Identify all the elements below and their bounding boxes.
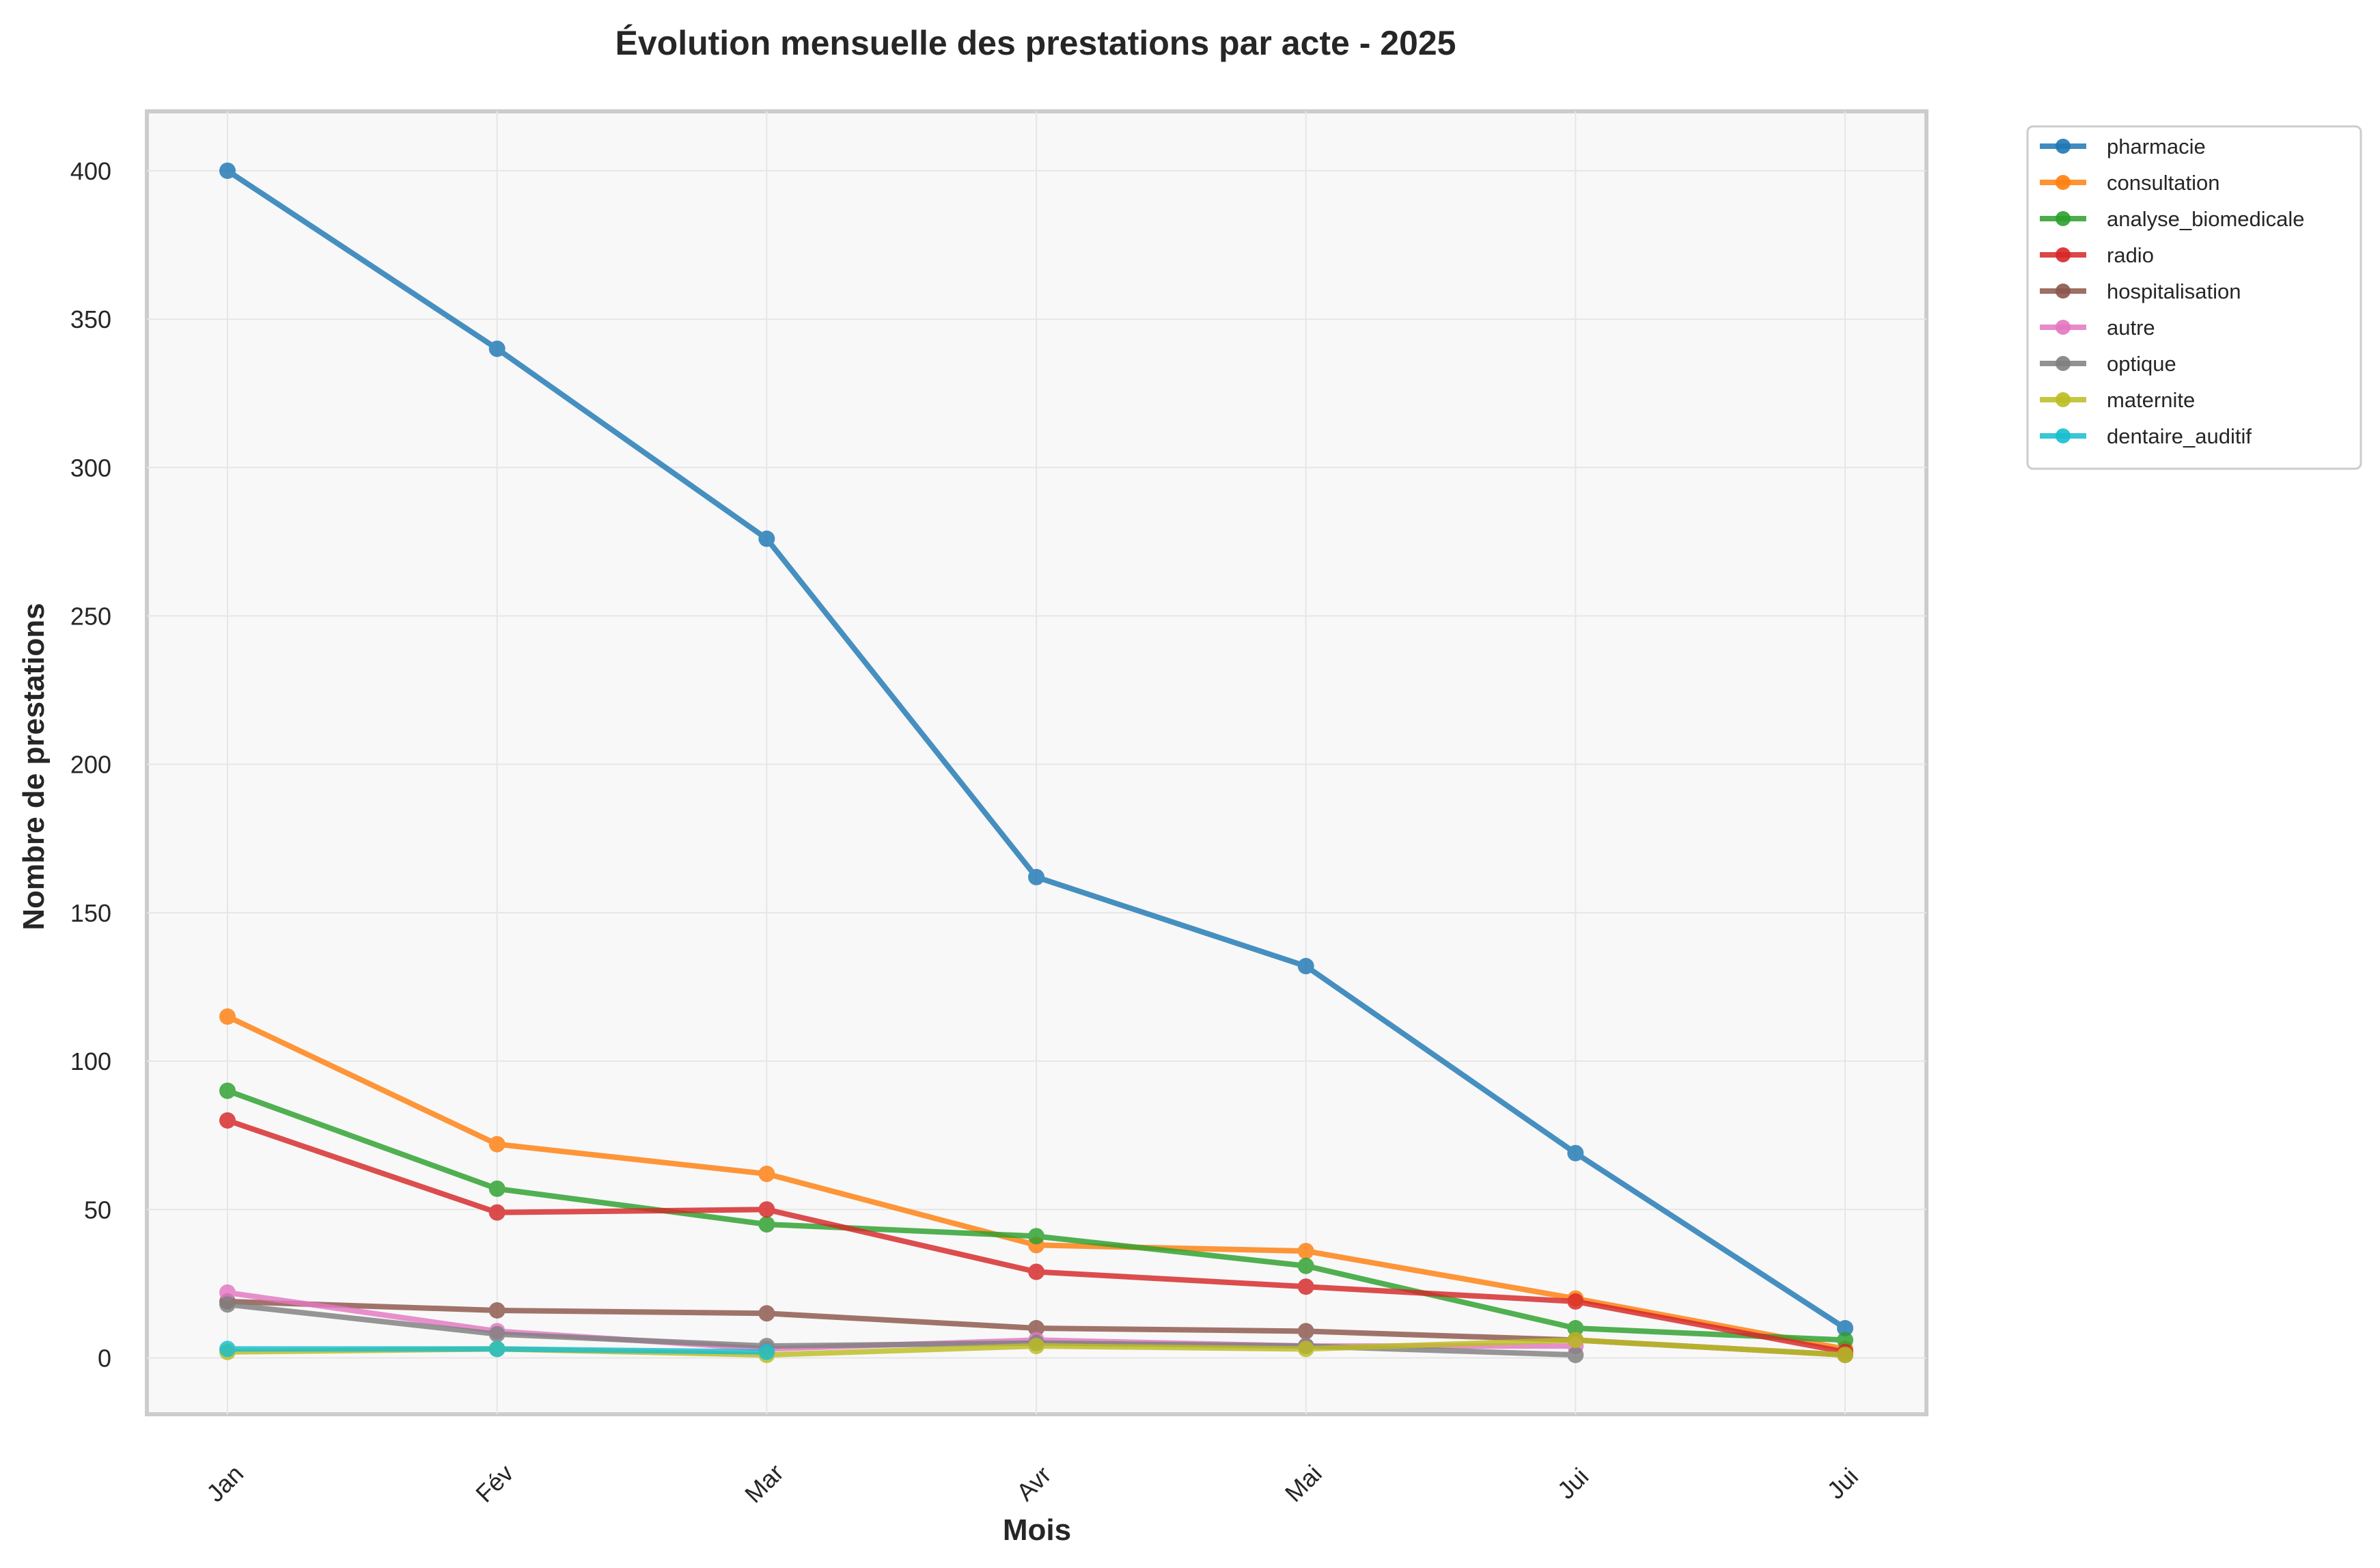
y-axis-ticks: 0 50 100 150 200 250 300 350 400	[70, 157, 111, 1373]
x-tick-label: Fév	[470, 1459, 518, 1507]
legend-item: consultation	[2040, 171, 2219, 195]
legend-label: dentaire_auditif	[2107, 424, 2252, 448]
data-point	[758, 1343, 775, 1360]
legend-label: consultation	[2107, 171, 2219, 195]
y-tick-label: 150	[70, 899, 111, 927]
data-point	[219, 1082, 236, 1099]
data-point	[1028, 1320, 1044, 1337]
chart-title: Évolution mensuelle des prestations par …	[615, 24, 1456, 62]
legend-label: maternite	[2107, 388, 2195, 412]
legend-item: hospitalisation	[2040, 279, 2241, 303]
y-tick-label: 300	[70, 454, 111, 482]
data-point	[1297, 1340, 1314, 1358]
data-point	[1837, 1347, 1853, 1364]
data-point	[488, 340, 506, 357]
legend-label: optique	[2107, 352, 2176, 376]
y-tick-label: 0	[98, 1344, 111, 1372]
legend-item: dentaire_auditif	[2040, 424, 2252, 448]
data-point	[758, 1166, 775, 1183]
data-point	[488, 1302, 506, 1319]
legend-box	[2026, 125, 2362, 470]
legend-item: pharmacie	[2040, 135, 2206, 159]
legend-swatch-marker	[2056, 320, 2071, 335]
data-point	[1837, 1320, 1853, 1337]
data-point	[1567, 1332, 1584, 1349]
data-point	[488, 1340, 506, 1358]
data-point	[488, 1325, 506, 1343]
data-point	[1567, 1320, 1584, 1337]
x-tick-label: Jui	[1552, 1462, 1594, 1504]
data-point	[1028, 1263, 1044, 1280]
data-point	[1028, 868, 1044, 885]
y-tick-label: 250	[70, 602, 111, 630]
legend-item: autre	[2040, 316, 2155, 340]
data-point	[1837, 1332, 1853, 1349]
x-tick-label: Mai	[1279, 1459, 1327, 1507]
legend-swatch-marker	[2056, 392, 2071, 407]
data-point	[219, 162, 236, 179]
legend-item: optique	[2040, 352, 2176, 376]
data-point	[1297, 1257, 1314, 1274]
legend-swatch-marker	[2056, 247, 2071, 262]
y-tick-label: 350	[70, 305, 111, 333]
legend-item: analyse_biomedicale	[2040, 207, 2305, 231]
x-axis-ticks: Jan Fév Mar Avr Mai Jui Jui	[201, 1459, 1864, 1509]
legend-item: radio	[2040, 243, 2154, 267]
data-point	[758, 1215, 775, 1233]
legend-swatch-marker	[2056, 139, 2071, 154]
legend-swatch-marker	[2056, 284, 2071, 299]
data-point	[758, 530, 775, 547]
series-dentaire_auditif	[219, 1340, 775, 1360]
legend-label: autre	[2107, 316, 2155, 340]
y-axis-title: Nombre de prestations	[17, 603, 51, 930]
x-tick-label: Jui	[1821, 1462, 1864, 1504]
legend-label: analyse_biomedicale	[2107, 207, 2305, 231]
data-point	[1028, 1228, 1044, 1245]
x-tick-label: Jan	[201, 1459, 249, 1507]
series-analyse_biomedicale	[219, 1082, 1853, 1349]
legend: pharmacie consultation analyse_biomedicale…	[2026, 125, 2362, 470]
data-point	[488, 1180, 506, 1197]
data-point	[219, 1340, 236, 1358]
legend-swatch-marker	[2056, 211, 2071, 226]
y-tick-label: 50	[84, 1196, 111, 1224]
series-layer	[219, 162, 1853, 1364]
data-point	[1297, 1278, 1314, 1295]
legend-swatch-marker	[2056, 356, 2071, 371]
data-point	[219, 1112, 236, 1129]
data-point	[488, 1204, 506, 1221]
x-tick-label: Mar	[739, 1459, 789, 1509]
data-point	[488, 1136, 506, 1153]
data-point	[1567, 1347, 1584, 1364]
data-point	[219, 1284, 236, 1301]
legend-swatch-marker	[2056, 175, 2071, 190]
y-tick-label: 400	[70, 157, 111, 185]
grid-lines	[147, 111, 1926, 1414]
y-tick-label: 200	[70, 751, 111, 779]
legend-label: hospitalisation	[2107, 279, 2241, 303]
legend-swatch-marker	[2056, 428, 2071, 443]
data-point	[1297, 958, 1314, 975]
data-point	[1567, 1293, 1584, 1310]
data-point	[219, 1296, 236, 1313]
legend-item: maternite	[2040, 388, 2195, 412]
legend-label: radio	[2107, 243, 2154, 267]
x-axis-title: Mois	[1003, 1513, 1071, 1547]
y-tick-label: 100	[70, 1047, 111, 1075]
data-point	[758, 1305, 775, 1322]
data-point	[758, 1201, 775, 1218]
data-point	[219, 1008, 236, 1025]
x-tick-label: Avr	[1011, 1461, 1057, 1507]
series-pharmacie	[219, 162, 1853, 1337]
data-point	[1028, 1338, 1044, 1355]
data-point	[1567, 1144, 1584, 1161]
data-point	[1297, 1323, 1314, 1340]
legend-label: pharmacie	[2107, 135, 2206, 159]
data-point	[1297, 1243, 1314, 1260]
